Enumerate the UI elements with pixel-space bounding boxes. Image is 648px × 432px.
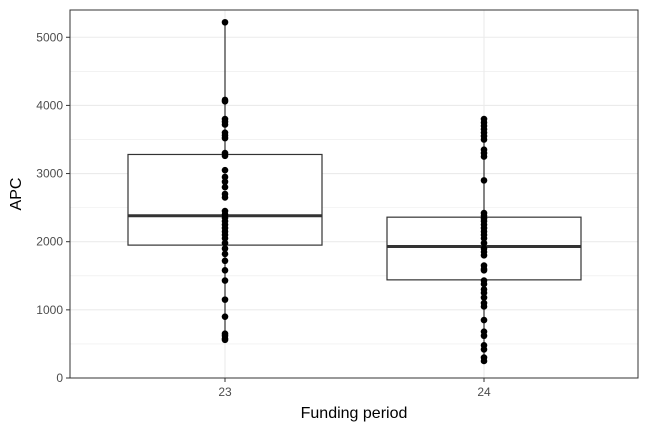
data-point [221,178,229,186]
data-point [480,234,488,242]
y-tick-label: 3000 [36,167,63,181]
data-point [221,239,229,247]
data-point [480,332,488,340]
point-layer [221,18,488,365]
data-point [480,316,488,324]
data-point [221,183,229,191]
data-point [480,177,488,184]
data-point [480,346,488,353]
x-tick-label: 23 [218,385,232,399]
data-point [480,294,488,301]
data-point [221,313,229,320]
panel-border [69,9,639,379]
box-layer [127,22,582,362]
data-point [480,280,488,288]
y-tick-label: 5000 [36,30,63,44]
data-point [221,257,229,265]
data-point [221,121,229,128]
y-tick-label: 2000 [36,235,63,249]
y-tick-label: 0 [56,371,63,385]
data-point [480,239,488,247]
data-point [480,252,488,259]
y-axis-title: APC [8,178,25,211]
data-point [221,245,229,252]
data-point [221,173,229,181]
data-point [480,357,488,365]
data-point [221,152,229,160]
data-point [480,153,488,160]
x-axis-title: Funding period [301,405,408,422]
data-point [221,98,229,105]
data-point [221,166,229,174]
y-tick-label: 1000 [36,303,63,317]
data-point [221,336,229,344]
data-point [221,234,229,242]
data-point [221,267,229,274]
data-point [480,267,488,274]
data-point [221,194,229,201]
data-point [480,136,488,143]
data-point [480,289,488,297]
data-point [221,134,229,142]
data-point [221,277,229,284]
data-point [480,303,488,310]
axis-layer: 0 1000 2000 3000 4000 5000 23 24 [36,30,491,399]
data-point [221,250,229,258]
y-tick-label: 4000 [36,98,63,112]
data-point [221,18,229,26]
x-tick-label: 24 [477,385,491,399]
data-point [221,296,229,303]
